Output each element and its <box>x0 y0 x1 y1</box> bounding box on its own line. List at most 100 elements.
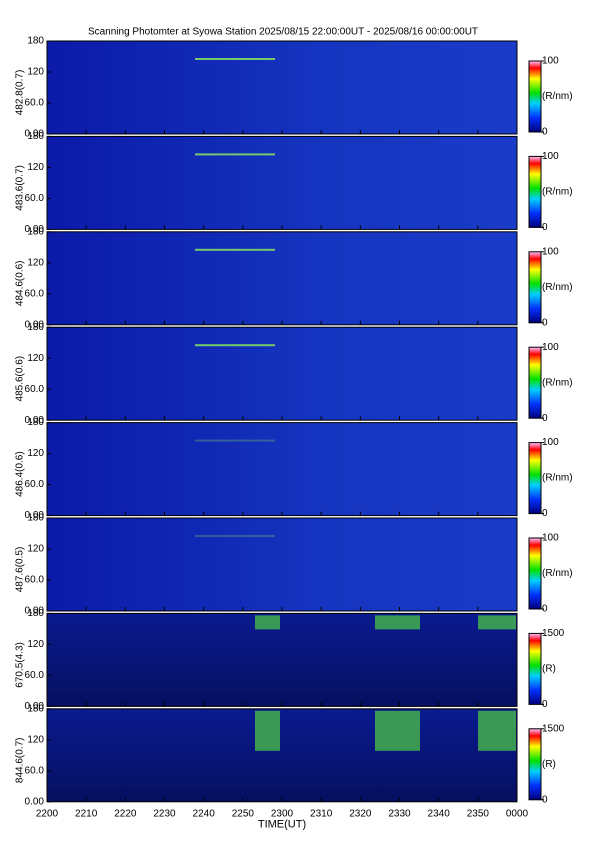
emission-streak <box>195 58 275 60</box>
colorbar-tick-label: 0 <box>542 699 548 710</box>
chart-title: Scanning Photomter at Syowa Station 2025… <box>88 27 478 38</box>
x-tick-label: 0000 <box>506 808 529 819</box>
keogram-image <box>46 612 518 707</box>
colorbar-tick-label: 0 <box>542 794 548 805</box>
colorbar-tick-label: 1500 <box>542 628 565 639</box>
y-tick-label: 180 <box>27 703 44 714</box>
y-tick-label: 120 <box>27 67 44 78</box>
x-tick-label: 2310 <box>310 808 333 819</box>
colorbar-tick-label: 100 <box>542 151 559 162</box>
emission-streak <box>195 439 275 442</box>
x-tick-label: 2220 <box>114 808 137 819</box>
y-tick-label: 0.00 <box>25 701 45 712</box>
emission-streak <box>195 535 275 537</box>
y-axis-label: 482.8(0.7) <box>15 70 26 116</box>
y-axis-label: 487.6(0.5) <box>15 547 26 593</box>
colorbar-unit: (R) <box>542 664 556 675</box>
aurora-patch <box>255 710 280 751</box>
keogram-image <box>46 422 518 517</box>
x-tick-label: 2230 <box>153 808 176 819</box>
x-tick-label: 2240 <box>193 808 216 819</box>
aurora-patch <box>478 710 516 751</box>
x-tick-label: 2210 <box>75 808 98 819</box>
y-tick-label: 120 <box>27 162 44 173</box>
y-tick-label: 120 <box>27 639 44 650</box>
colorbar-tick-label: 0 <box>542 413 548 424</box>
y-tick-label: 180 <box>27 226 44 237</box>
y-tick-label: 60.0 <box>25 193 45 204</box>
y-axis-label: 484.6(0.6) <box>15 261 26 307</box>
colorbar-unit: (R/nm) <box>542 282 573 293</box>
colorbar-tick-label: 100 <box>542 342 559 353</box>
colorbar <box>528 346 542 419</box>
y-tick-label: 0.00 <box>25 510 45 521</box>
y-tick-label: 0.00 <box>25 415 45 426</box>
colorbar-unit: (R/nm) <box>542 568 573 579</box>
y-tick-label: 60.0 <box>25 670 45 681</box>
colorbar <box>528 442 542 515</box>
colorbar <box>528 728 542 801</box>
colorbar-tick-label: 0 <box>542 222 548 233</box>
colorbar-tick-label: 0 <box>542 604 548 615</box>
colorbar <box>528 60 542 133</box>
y-tick-label: 180 <box>27 417 44 428</box>
y-tick-label: 120 <box>27 544 44 555</box>
y-tick-label: 0.00 <box>25 796 45 807</box>
keogram-image <box>46 135 518 230</box>
y-tick-label: 180 <box>27 36 44 47</box>
y-tick-label: 60.0 <box>25 98 45 109</box>
y-tick-label: 0.00 <box>25 606 45 617</box>
x-tick-label: 2350 <box>467 808 490 819</box>
aurora-patch <box>375 615 420 630</box>
colorbar-unit: (R) <box>542 759 556 770</box>
y-tick-label: 0.00 <box>25 224 45 235</box>
aurora-patch <box>255 615 280 630</box>
y-tick-label: 120 <box>27 734 44 745</box>
y-tick-label: 60.0 <box>25 384 45 395</box>
y-axis-label: 485.6(0.6) <box>15 356 26 402</box>
colorbar <box>528 155 542 228</box>
colorbar-tick-label: 1500 <box>542 723 565 734</box>
y-tick-label: 120 <box>27 448 44 459</box>
y-tick-label: 60.0 <box>25 575 45 586</box>
y-tick-label: 0.00 <box>25 129 45 140</box>
colorbar <box>528 632 542 705</box>
colorbar-tick-label: 100 <box>542 437 559 448</box>
colorbar-unit: (R/nm) <box>542 91 573 102</box>
y-tick-label: 60.0 <box>25 479 45 490</box>
aurora-patch <box>478 615 516 630</box>
keogram-image <box>46 40 518 135</box>
colorbar-unit: (R/nm) <box>542 377 573 388</box>
keogram-image <box>46 708 518 803</box>
y-axis-label: 486.4(0.6) <box>15 451 26 497</box>
y-tick-label: 120 <box>27 257 44 268</box>
y-tick-label: 120 <box>27 353 44 364</box>
colorbar-tick-label: 100 <box>542 533 559 544</box>
x-tick-label: 2200 <box>36 808 59 819</box>
keogram-image <box>46 517 518 612</box>
colorbar <box>528 537 542 610</box>
colorbar-tick-label: 0 <box>542 508 548 519</box>
emission-streak <box>195 248 275 251</box>
aurora-patch <box>375 710 420 751</box>
colorbar-unit: (R/nm) <box>542 187 573 198</box>
y-tick-label: 180 <box>27 322 44 333</box>
colorbar-tick-label: 100 <box>542 246 559 257</box>
y-tick-label: 60.0 <box>25 288 45 299</box>
y-tick-label: 180 <box>27 608 44 619</box>
keogram-image <box>46 231 518 326</box>
colorbar-unit: (R/nm) <box>542 473 573 484</box>
keogram-image <box>46 326 518 421</box>
x-tick-label: 2250 <box>232 808 255 819</box>
y-tick-label: 60.0 <box>25 765 45 776</box>
colorbar-tick-label: 100 <box>542 56 559 67</box>
emission-streak <box>195 344 275 347</box>
emission-streak <box>195 153 275 156</box>
y-axis-label: 670.5(4.3) <box>15 642 26 688</box>
x-axis-label: TIME(UT) <box>258 819 306 831</box>
y-axis-label: 844.6(0.7) <box>15 738 26 784</box>
y-tick-label: 0.00 <box>25 319 45 330</box>
x-tick-label: 2300 <box>271 808 294 819</box>
y-axis-label: 483.6(0.7) <box>15 165 26 211</box>
